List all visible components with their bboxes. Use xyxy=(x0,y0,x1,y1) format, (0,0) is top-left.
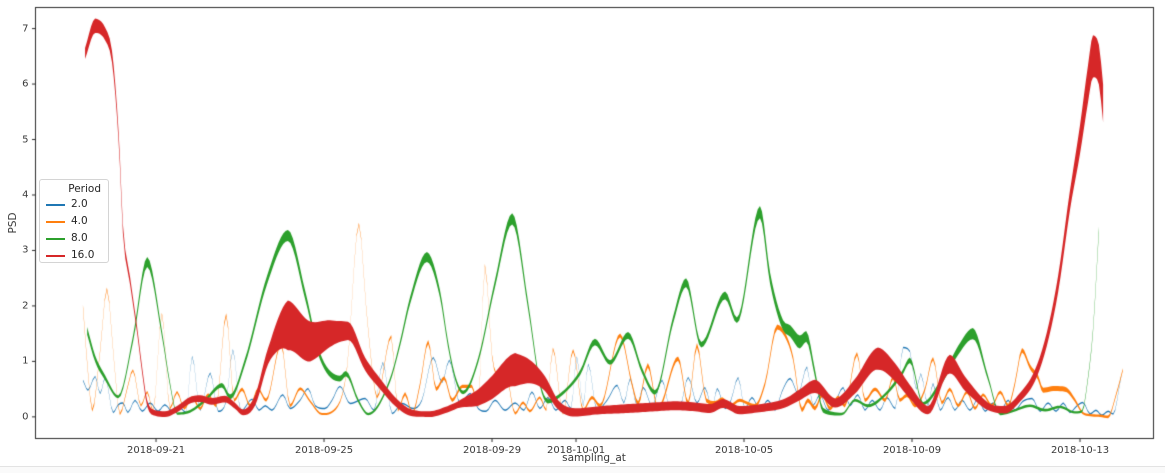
legend-entry-label: 4.0 xyxy=(71,215,88,227)
window-bottom-edge xyxy=(0,466,1165,473)
legend-entry: 16.0 xyxy=(46,247,103,264)
legend-line-swatch-orange xyxy=(46,220,65,223)
legend-line-swatch-red xyxy=(46,254,65,257)
x-tick-label: 2018-10-05 xyxy=(714,444,774,456)
x-tick-label: 2018-10-13 xyxy=(1050,444,1110,456)
y-tick-label: 4 xyxy=(22,189,29,201)
y-tick-label: 2 xyxy=(22,300,29,312)
x-tick-label: 2018-09-21 xyxy=(126,444,186,456)
x-tick-label: 2018-10-09 xyxy=(882,444,942,456)
y-tick-label: 0 xyxy=(22,411,29,423)
legend: Period 2.0 4.0 8.0 16.0 xyxy=(39,179,109,263)
legend-entry-label: 8.0 xyxy=(71,232,88,244)
x-tick-label: 2018-09-25 xyxy=(294,444,354,456)
y-tick-label: 7 xyxy=(22,23,29,35)
y-tick-label: 5 xyxy=(22,134,29,146)
y-tick-label: 1 xyxy=(22,355,29,367)
legend-entry-label: 16.0 xyxy=(71,249,95,261)
legend-line-swatch-blue xyxy=(46,203,65,206)
x-axis-label: sampling_at xyxy=(562,452,626,464)
legend-title: Period xyxy=(68,183,101,195)
y-axis-label: PSD xyxy=(7,212,19,234)
legend-entry: 4.0 xyxy=(46,213,103,230)
legend-line-swatch-green xyxy=(46,237,65,240)
legend-entry: 8.0 xyxy=(46,230,103,247)
legend-entry-label: 2.0 xyxy=(71,198,88,210)
y-tick-label: 3 xyxy=(22,244,29,256)
x-tick-label: 2018-10-01 xyxy=(546,444,606,456)
y-tick-label: 6 xyxy=(22,78,29,90)
legend-entry: 2.0 xyxy=(46,196,103,213)
x-tick-label: 2018-09-29 xyxy=(462,444,522,456)
